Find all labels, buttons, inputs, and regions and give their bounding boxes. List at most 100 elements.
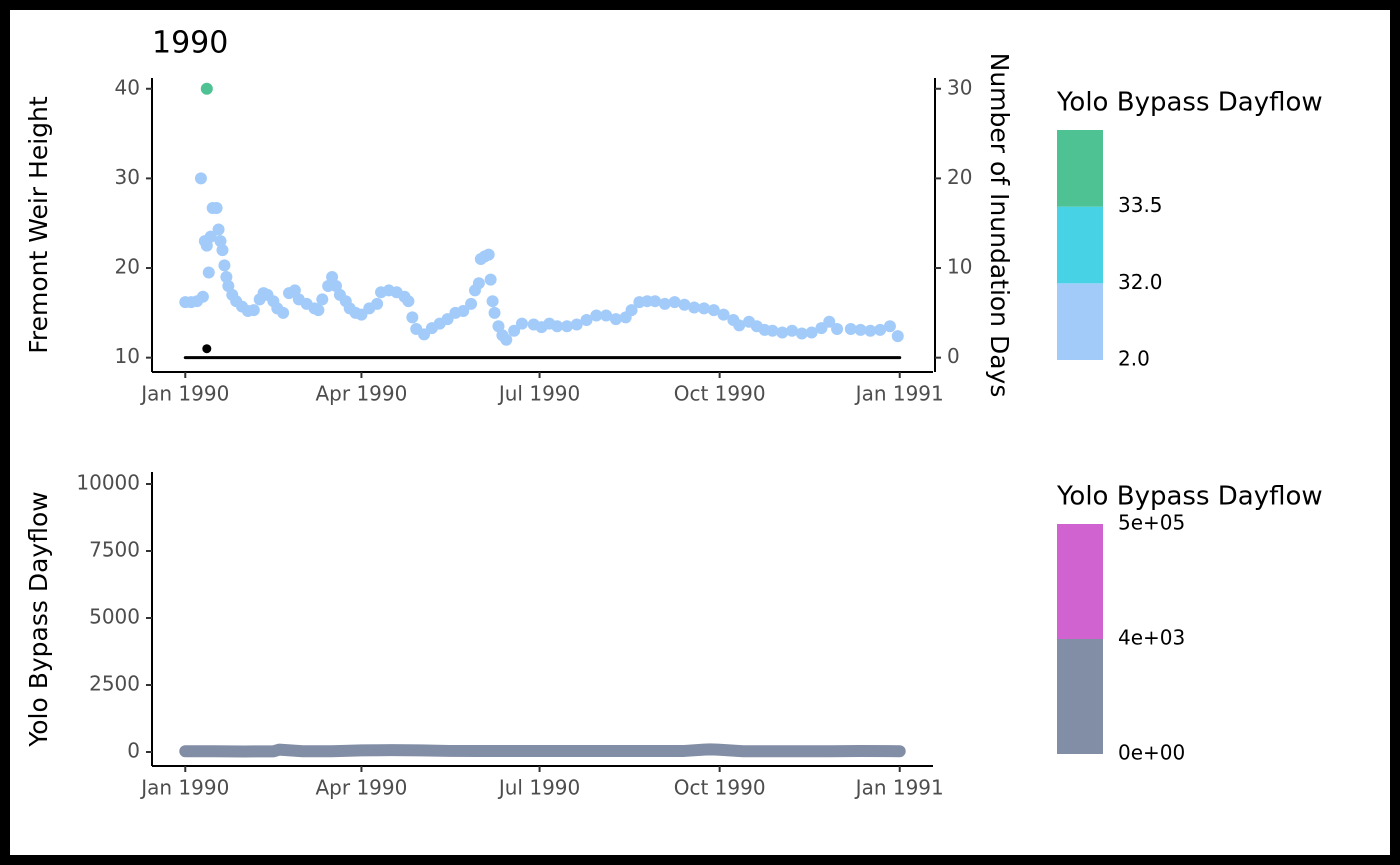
background bbox=[10, 10, 1390, 855]
point bbox=[214, 235, 227, 248]
legend-swatch bbox=[1057, 206, 1103, 284]
point bbox=[831, 322, 844, 335]
point bbox=[500, 333, 513, 346]
point bbox=[580, 314, 593, 327]
point bbox=[609, 313, 622, 326]
y-axis-label: Yolo Bypass Dayflow bbox=[24, 491, 53, 747]
point bbox=[210, 201, 223, 214]
y-tick-label: 20 bbox=[115, 255, 140, 279]
legend-label: 0e+00 bbox=[1118, 741, 1185, 765]
y-tick-label: 5000 bbox=[89, 605, 140, 629]
point bbox=[329, 279, 342, 292]
point bbox=[204, 230, 217, 243]
x-tick-label: Jul 1990 bbox=[497, 776, 580, 800]
point bbox=[402, 295, 415, 308]
point bbox=[805, 326, 818, 339]
point bbox=[717, 308, 730, 321]
point bbox=[202, 266, 215, 279]
point bbox=[625, 304, 638, 317]
point bbox=[766, 324, 779, 337]
point bbox=[508, 324, 521, 337]
y2-axis-label: Number of Inundation Days bbox=[985, 53, 1014, 398]
y-tick-label: 10000 bbox=[76, 471, 140, 495]
point bbox=[551, 320, 564, 333]
x-tick-label: Jan 1990 bbox=[139, 776, 229, 800]
legend-swatch bbox=[1057, 639, 1103, 754]
point-band bbox=[179, 743, 906, 758]
x-tick-label: Oct 1990 bbox=[674, 776, 766, 800]
legend-swatch bbox=[1057, 283, 1103, 360]
point bbox=[697, 302, 710, 315]
y-tick-label: 10 bbox=[115, 344, 140, 368]
point bbox=[891, 330, 904, 343]
point bbox=[472, 277, 485, 290]
y-tick-label: 7500 bbox=[89, 538, 140, 562]
y2-tick-label: 10 bbox=[947, 255, 972, 279]
x-tick-label: Oct 1990 bbox=[674, 382, 766, 406]
point bbox=[844, 322, 857, 335]
point bbox=[277, 306, 290, 319]
chart-title: 1990 bbox=[152, 26, 228, 61]
point bbox=[776, 326, 789, 339]
point bbox=[196, 290, 209, 303]
legend-title: Yolo Bypass Dayflow bbox=[1056, 88, 1323, 118]
point bbox=[570, 318, 583, 331]
point bbox=[795, 327, 808, 340]
y2-tick-label: 20 bbox=[947, 165, 972, 189]
y2-tick-label: 30 bbox=[947, 75, 972, 99]
point bbox=[883, 320, 896, 333]
point bbox=[733, 319, 746, 332]
x-tick-label: Jan 1991 bbox=[854, 776, 944, 800]
legend-title: Yolo Bypass Dayflow bbox=[1056, 482, 1323, 512]
x-tick-label: Apr 1990 bbox=[316, 382, 408, 406]
point bbox=[854, 323, 867, 336]
point bbox=[678, 298, 691, 311]
point bbox=[218, 259, 231, 272]
point bbox=[220, 270, 233, 283]
point bbox=[202, 344, 212, 354]
legend-swatch bbox=[1057, 524, 1103, 639]
point bbox=[823, 315, 836, 328]
point bbox=[200, 82, 213, 95]
y-tick-label: 30 bbox=[115, 165, 140, 189]
point bbox=[371, 297, 384, 310]
point bbox=[668, 296, 681, 309]
y-tick-label: 40 bbox=[115, 75, 140, 99]
point bbox=[688, 301, 701, 314]
point bbox=[457, 305, 470, 318]
point bbox=[484, 273, 497, 286]
point bbox=[216, 244, 229, 257]
legend-label: 4e+03 bbox=[1118, 626, 1185, 650]
point bbox=[590, 309, 603, 322]
point bbox=[786, 324, 799, 337]
x-tick-label: Jan 1990 bbox=[139, 382, 229, 406]
y-axis-label: Fremont Weir Height bbox=[24, 96, 53, 354]
point bbox=[222, 279, 235, 292]
point bbox=[560, 320, 573, 333]
point bbox=[864, 324, 877, 337]
y2-tick-label: 0 bbox=[947, 344, 960, 368]
point bbox=[486, 295, 499, 308]
y-tick-label: 0 bbox=[127, 739, 140, 763]
point bbox=[247, 304, 260, 317]
point bbox=[482, 248, 495, 261]
point bbox=[492, 320, 505, 333]
point bbox=[212, 223, 225, 236]
point bbox=[707, 304, 720, 317]
point bbox=[658, 297, 671, 310]
point bbox=[465, 297, 478, 310]
point bbox=[200, 239, 213, 252]
legend-label: 5e+05 bbox=[1118, 511, 1185, 535]
point bbox=[288, 284, 301, 297]
x-tick-label: Apr 1990 bbox=[316, 776, 408, 800]
y-tick-label: 2500 bbox=[89, 672, 140, 696]
legend-swatch bbox=[1057, 130, 1103, 207]
point bbox=[316, 293, 329, 306]
legend-label: 33.5 bbox=[1118, 193, 1163, 217]
legend-label: 32.0 bbox=[1118, 270, 1163, 294]
point bbox=[874, 323, 887, 336]
point bbox=[488, 306, 501, 319]
point bbox=[649, 295, 662, 308]
